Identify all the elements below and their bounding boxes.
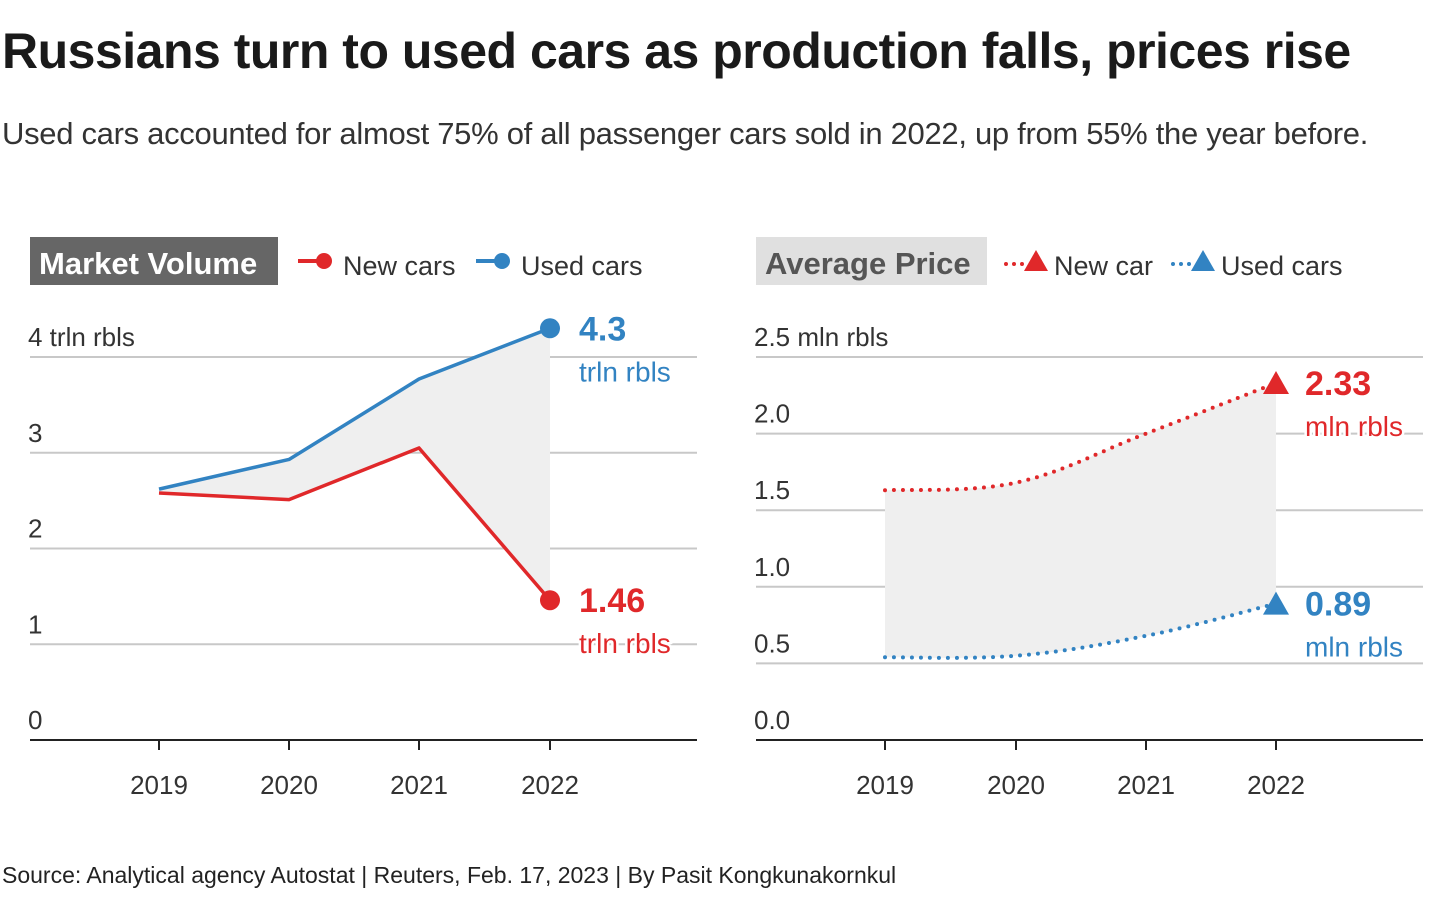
- legend-label: New cars: [343, 251, 456, 281]
- market-volume-chart: Market Volume New cars Used cars 0 1 2 3 4 trln…: [28, 237, 697, 800]
- end-triangle-marker: [1263, 371, 1289, 395]
- y-tick-label: 0.5: [754, 628, 790, 658]
- panel-title: Average Price: [765, 246, 971, 281]
- average-price-chart: Average Price New car Used cars 0.0 0.5 1.0 1.…: [754, 237, 1423, 800]
- data-label-unit: mln rbls: [1305, 632, 1403, 663]
- chart-subtitle: Used cars accounted for almost 75% of al…: [2, 116, 1369, 151]
- series-line-used-cars: [883, 601, 1278, 660]
- y-tick-label: 4 trln rbls: [28, 322, 135, 352]
- end-circle-marker: [540, 590, 560, 611]
- panel-title-box: [30, 237, 278, 285]
- y-tick-label: 2.5 mln rbls: [754, 322, 888, 352]
- legend-label: Used cars: [521, 251, 643, 281]
- panel-title-box: [756, 237, 987, 285]
- legend-triangle-marker: [1191, 250, 1215, 271]
- x-tick-label: 2022: [521, 770, 579, 800]
- legend-label: Used cars: [1221, 251, 1343, 281]
- series-line-new-cars: [158, 446, 552, 602]
- end-triangle-marker: [1263, 591, 1289, 615]
- data-label-value: 1.46: [579, 582, 645, 620]
- data-label-unit: mln rbls: [1305, 411, 1403, 442]
- x-tick-label: 2019: [130, 770, 188, 800]
- gap-shading: [885, 383, 1276, 658]
- y-tick-label: 1: [28, 609, 42, 639]
- x-tick-label: 2019: [856, 770, 914, 800]
- chart-title: Russians turn to used cars as production…: [2, 23, 1351, 79]
- x-tick-label: 2022: [1247, 770, 1305, 800]
- source-note: Source: Analytical agency Autostat | Reu…: [2, 862, 897, 888]
- legend-circle-marker: [316, 253, 332, 269]
- gap-shading: [159, 328, 550, 601]
- panel-title: Market Volume: [39, 246, 257, 281]
- data-label-unit: trln rbls: [579, 356, 671, 387]
- data-label-value: 0.89: [1305, 586, 1371, 624]
- x-tick-label: 2021: [390, 770, 448, 800]
- x-tick-label: 2020: [260, 770, 318, 800]
- y-tick-label: 1.5: [754, 475, 790, 505]
- y-tick-label: 2.0: [754, 399, 790, 429]
- y-tick-label: 0.0: [754, 705, 790, 735]
- legend-label: New car: [1054, 251, 1153, 281]
- x-tick-label: 2021: [1117, 770, 1175, 800]
- data-label-value: 2.33: [1305, 365, 1371, 403]
- y-tick-label: 1.0: [754, 552, 790, 582]
- data-label-value: 4.3: [579, 310, 626, 348]
- series-line-new-car: [883, 381, 1278, 493]
- legend-circle-marker: [494, 253, 510, 269]
- data-label-unit: trln rbls: [579, 628, 671, 659]
- y-tick-label: 0: [28, 705, 42, 735]
- y-tick-label: 2: [28, 514, 42, 544]
- series-line-used-cars: [158, 326, 551, 491]
- end-circle-marker: [540, 318, 560, 339]
- y-tick-label: 3: [28, 418, 42, 448]
- x-tick-label: 2020: [987, 770, 1045, 800]
- legend-triangle-marker: [1024, 250, 1048, 271]
